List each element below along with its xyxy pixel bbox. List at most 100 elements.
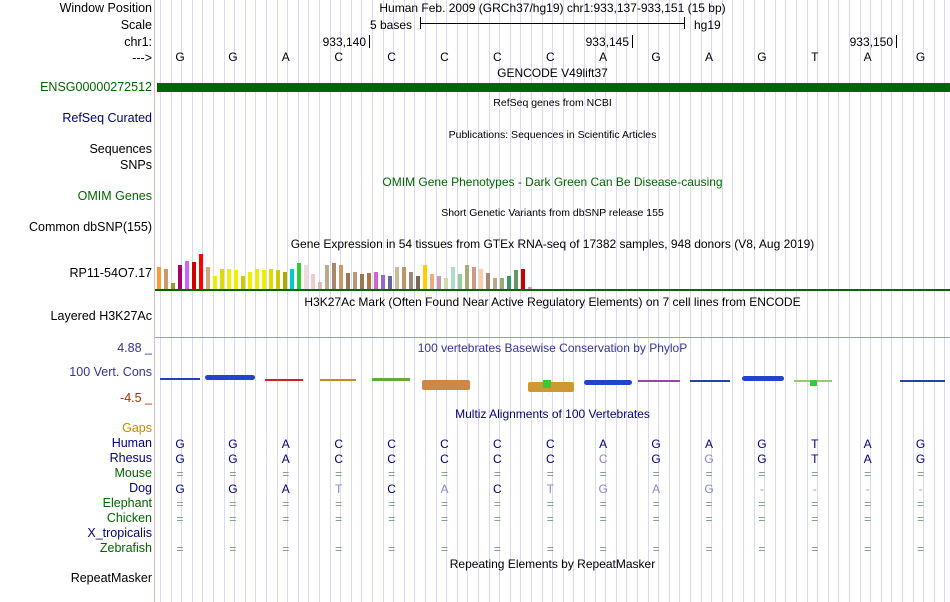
gtex-tissue-bar[interactable]: [353, 272, 357, 289]
grid-line: [796, 0, 797, 602]
gtex-tissue-bar[interactable]: [444, 278, 448, 289]
dbsnp-track-label[interactable]: Common dbSNP(155): [29, 220, 152, 234]
gtex-tissue-bar[interactable]: [451, 267, 455, 289]
phylop-max-label: 4.88 _: [117, 341, 152, 355]
species-label[interactable]: Human: [111, 436, 152, 450]
scale-bar: [420, 23, 684, 24]
gtex-tissue-bar[interactable]: [423, 265, 427, 289]
gtex-tissue-bar[interactable]: [521, 269, 525, 289]
species-label[interactable]: Elephant: [102, 496, 152, 510]
aligned-base: G: [175, 482, 185, 496]
gtex-tissue-bar[interactable]: [437, 276, 441, 289]
gtex-tissue-bar[interactable]: [493, 278, 497, 289]
aligned-base: =: [652, 497, 660, 511]
aligned-base: =: [229, 542, 237, 556]
gtex-tissue-bar[interactable]: [164, 269, 168, 289]
species-label[interactable]: Mouse: [114, 466, 152, 480]
phylop-mark: [320, 379, 356, 381]
gtex-tissue-bar[interactable]: [514, 270, 518, 289]
grid-line: [383, 0, 384, 602]
gtex-tissue-bar[interactable]: [381, 275, 385, 289]
species-label[interactable]: Chicken: [106, 511, 152, 525]
aligned-base: =: [864, 467, 872, 481]
species-label[interactable]: Rhesus: [109, 451, 152, 465]
gtex-tissue-bar[interactable]: [297, 263, 301, 289]
gtex-tissue-bar[interactable]: [360, 274, 364, 289]
gtex-tissue-bar[interactable]: [171, 283, 175, 289]
gtex-tissue-bar[interactable]: [213, 276, 217, 289]
grid-line: [552, 0, 553, 602]
repeatmasker-track-label[interactable]: RepeatMasker: [70, 571, 152, 585]
gtex-tissue-bar[interactable]: [346, 273, 350, 289]
gtex-tissue-bar[interactable]: [255, 269, 259, 289]
gtex-tissue-bar[interactable]: [199, 254, 203, 289]
aligned-base: =: [282, 542, 290, 556]
gtex-tissue-bar[interactable]: [374, 272, 378, 289]
gtex-tissue-bar[interactable]: [276, 270, 280, 289]
gencode-track-label[interactable]: ENSG00000272512: [40, 80, 152, 94]
gtex-tissue-bar[interactable]: [430, 274, 434, 289]
gtex-tissue-bar[interactable]: [178, 265, 182, 289]
multiz-track-title: Multiz Alignments of 100 Vertebrates: [455, 407, 650, 421]
aligned-base: G: [228, 437, 238, 451]
gtex-tissue-bar[interactable]: [206, 267, 210, 289]
snps-track-label[interactable]: SNPs: [120, 158, 152, 172]
species-label[interactable]: Dog: [129, 481, 152, 495]
gtex-tissue-bar[interactable]: [220, 269, 224, 289]
publications-track-label[interactable]: Sequences: [89, 142, 152, 156]
gtex-tissue-bar[interactable]: [458, 274, 462, 289]
gtex-tissue-bar[interactable]: [500, 278, 504, 289]
gtex-tissue-bar[interactable]: [262, 270, 266, 289]
reference-base: C: [440, 50, 449, 64]
gencode-gene-feature[interactable]: [157, 83, 950, 92]
gtex-tissue-bar[interactable]: [157, 267, 161, 289]
gtex-tissue-bar[interactable]: [367, 273, 371, 289]
gtex-tissue-bar[interactable]: [234, 270, 238, 289]
gtex-tissue-bar[interactable]: [290, 269, 294, 289]
aligned-base: T: [811, 437, 819, 451]
gtex-tissue-bar[interactable]: [409, 272, 413, 289]
phylop-track-title: 100 vertebrates Basewise Conservation by…: [417, 341, 688, 355]
gtex-tissue-bar[interactable]: [479, 269, 483, 289]
aligned-base: =: [229, 467, 237, 481]
gtex-tissue-bar[interactable]: [241, 276, 245, 289]
gtex-tissue-bar[interactable]: [388, 276, 392, 289]
gtex-bar-chart[interactable]: [155, 252, 535, 289]
gtex-tissue-bar[interactable]: [332, 263, 336, 289]
gtex-tissue-bar[interactable]: [507, 276, 511, 289]
gtex-tissue-bar[interactable]: [402, 267, 406, 289]
h3k27ac-track-label[interactable]: Layered H3K27Ac: [50, 309, 152, 323]
gtex-tissue-bar[interactable]: [416, 276, 420, 289]
gtex-tissue-bar[interactable]: [325, 265, 329, 289]
gtex-track-label[interactable]: RP11-54O7.17: [69, 266, 152, 280]
gtex-tissue-bar[interactable]: [486, 273, 490, 289]
gtex-tissue-bar[interactable]: [185, 261, 189, 289]
species-label[interactable]: X_tropicalis: [87, 526, 152, 540]
omim-track-label[interactable]: OMIM Genes: [77, 189, 152, 203]
gtex-tissue-bar[interactable]: [318, 282, 322, 289]
gtex-tissue-bar[interactable]: [339, 265, 343, 289]
gtex-tissue-bar[interactable]: [311, 274, 315, 289]
aligned-base: C: [598, 452, 608, 466]
aligned-base: =: [176, 467, 184, 481]
gtex-tissue-bar[interactable]: [304, 265, 308, 289]
gtex-tissue-bar[interactable]: [472, 267, 476, 289]
gtex-tissue-bar[interactable]: [269, 269, 273, 289]
aligned-base: G: [175, 437, 185, 451]
gtex-tissue-bar[interactable]: [283, 272, 287, 289]
gtex-tissue-bar[interactable]: [227, 269, 231, 289]
grid-line: [902, 0, 903, 602]
refseq-track-label[interactable]: RefSeq Curated: [62, 111, 152, 125]
aligned-base: =: [811, 512, 819, 526]
grid-line: [828, 0, 829, 602]
gtex-tissue-bar[interactable]: [465, 265, 469, 289]
phylop-mark: [584, 380, 632, 385]
gtex-tissue-bar[interactable]: [395, 267, 399, 289]
gtex-tissue-bar[interactable]: [528, 287, 532, 289]
species-label[interactable]: Zebrafish: [99, 541, 152, 555]
gtex-tissue-bar[interactable]: [248, 272, 252, 289]
gtex-tissue-bar[interactable]: [192, 262, 196, 289]
phylop-track-label[interactable]: 100 Vert. Cons: [69, 365, 152, 379]
aligned-base: C: [545, 452, 555, 466]
phylop-mark: [810, 380, 817, 386]
